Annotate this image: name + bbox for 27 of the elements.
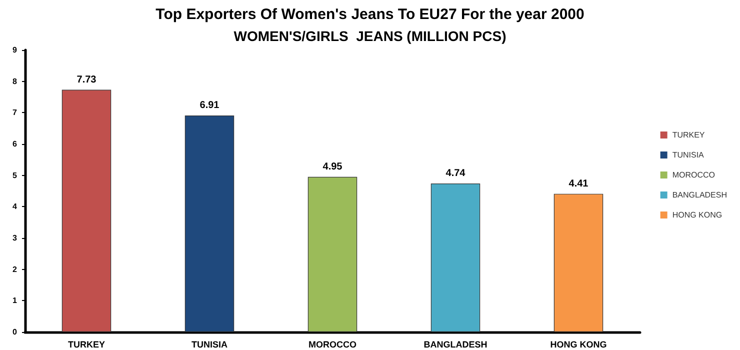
y-tick-label: 5 [12, 170, 18, 180]
y-tick-label: 9 [12, 46, 18, 54]
y-tick-label: 6 [12, 140, 18, 148]
x-tick-label: BANGLADESH [424, 340, 488, 350]
data-label: 4.74 [446, 168, 466, 179]
legend-label: HONG KONG [672, 210, 722, 220]
chart-subtitle: WOMEN'S/GIRLS JEANS (MILLION PCS) [234, 28, 506, 44]
legend-label: TUNISIA [672, 150, 705, 160]
y-tick-label: 0 [12, 328, 18, 336]
data-label: 4.95 [322, 161, 343, 172]
legend-label: BANGLADESH [672, 190, 728, 200]
legend-label: TURKEY [672, 130, 706, 140]
data-label: 4.41 [568, 178, 589, 190]
y-tick-label: 3 [12, 234, 18, 242]
x-tick-label: HONG KONG [550, 340, 607, 350]
y-tick-label: 2 [12, 264, 18, 274]
legend-label: MOROCCO [672, 170, 715, 180]
y-tick-label: 1 [12, 296, 18, 306]
x-tick-label: MOROCCO [308, 340, 356, 350]
y-tick-label: 8 [12, 76, 18, 86]
y-tick-label: 7 [12, 108, 18, 118]
x-tick-label: TUNISIA [192, 340, 228, 350]
x-tick-label: TURKEY [68, 340, 106, 350]
data-label: 7.73 [76, 74, 97, 86]
chart-title: Top Exporters Of Women's Jeans To EU27 For the year 2000 [156, 6, 584, 23]
y-tick-label: 4 [12, 202, 18, 212]
data-label: 6.91 [200, 100, 220, 111]
